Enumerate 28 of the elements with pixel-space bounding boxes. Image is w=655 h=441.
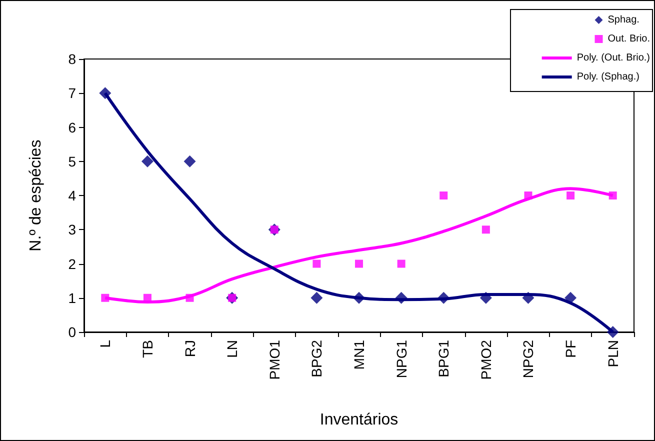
legend-label: Poly. (Out. Brio.) (576, 52, 650, 64)
x-tick-label: RJ (182, 340, 198, 358)
x-tick-label: PLN (604, 340, 621, 368)
legend-label: Out. Brio. (608, 34, 650, 44)
y-tick-label: 7 (68, 85, 76, 102)
y-axis-title: N.º de espécies (28, 140, 44, 252)
x-tick-label: PF (562, 340, 579, 358)
y-tick-label: 0 (68, 324, 76, 340)
x-tick-label: MN1 (351, 340, 367, 370)
y-tick-label: 8 (68, 51, 76, 67)
x-tick-label: BPG2 (308, 340, 325, 378)
y-tick-label: 5 (68, 153, 76, 170)
y-tick-label: 6 (68, 119, 76, 136)
x-tick-label: L (97, 340, 114, 348)
x-tick-label: PMO1 (266, 340, 282, 380)
y-tick-label: 4 (68, 188, 76, 204)
x-tick-label: LN (224, 340, 240, 358)
x-tick-label: TB (139, 340, 156, 358)
y-tick-label: 2 (68, 256, 76, 272)
legend-label: Sphag. (608, 14, 640, 26)
x-tick-label: NPG1 (393, 340, 410, 378)
x-tick-label: NPG2 (520, 340, 536, 378)
x-tick-label: PMO2 (478, 340, 494, 380)
x-tick-label: BPG1 (436, 340, 452, 378)
x-axis-title: Inventários (320, 412, 398, 428)
y-tick-label: 1 (68, 290, 76, 306)
legend-label: Poly. (Sphag.) (576, 72, 640, 82)
y-tick-label: 3 (68, 222, 76, 238)
